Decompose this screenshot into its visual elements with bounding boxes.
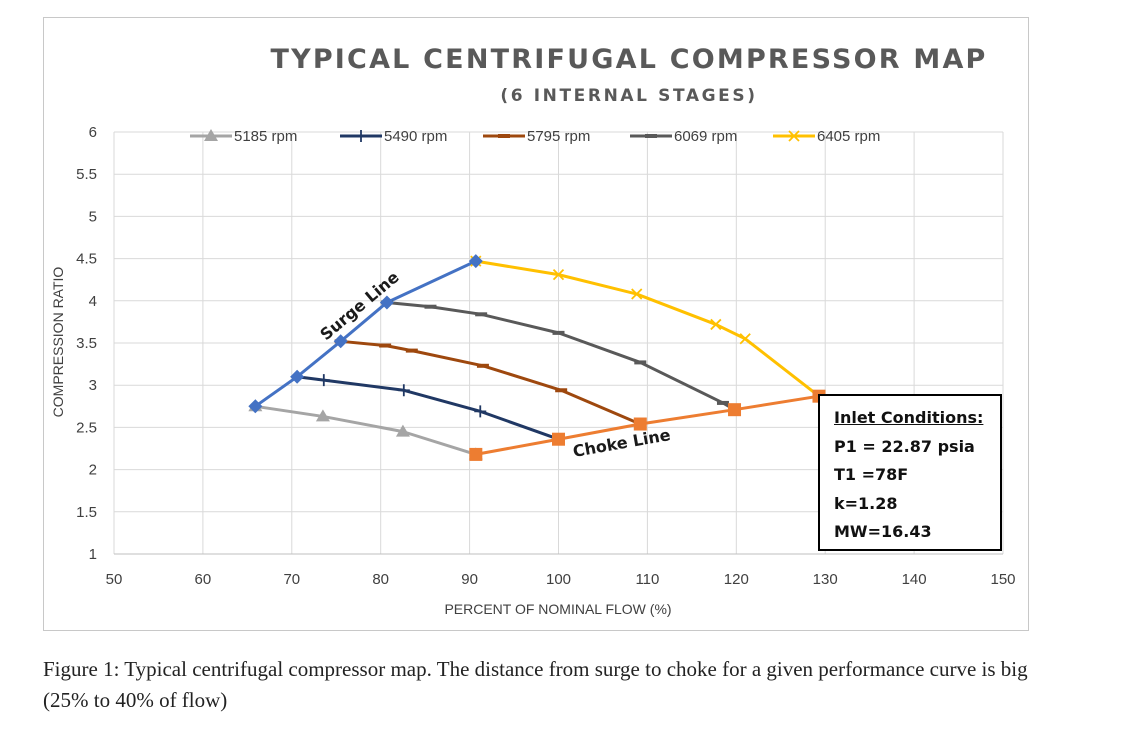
- grid: [113, 131, 1004, 555]
- y-tick-label: 4: [89, 293, 97, 310]
- chart-title: TYPICAL CENTRIFUGAL COMPRESSOR MAP: [270, 44, 987, 75]
- data-point-6405-rpm: [739, 333, 751, 345]
- legend-marker: [355, 130, 367, 142]
- data-point-5185-rpm: [315, 409, 330, 422]
- legend-marker: [204, 129, 218, 141]
- y-tick-label: 4.5: [76, 251, 97, 268]
- y-tick-label: 5: [89, 208, 97, 225]
- surge-point: [468, 254, 483, 269]
- data-point-5185-rpm: [395, 424, 410, 437]
- y-tick-label: 3.5: [76, 335, 97, 352]
- x-tick-label: 50: [106, 571, 123, 588]
- data-point-5490-rpm: [474, 405, 487, 418]
- legend-marker: [788, 130, 800, 142]
- figure-caption: Figure 1: Typical centrifugal compressor…: [43, 657, 1028, 712]
- y-tick-label: 2: [89, 462, 97, 479]
- choke-point: [469, 447, 483, 461]
- y-tick-label: 2.5: [76, 419, 97, 436]
- choke-point: [633, 417, 647, 431]
- series-line-6405-rpm: [474, 259, 821, 398]
- y-tick-label: 3: [89, 377, 97, 394]
- legend-label: 6069 rpm: [674, 128, 737, 145]
- surge-point: [248, 399, 263, 414]
- y-axis-title: COMPRESSION RATIO: [50, 267, 66, 418]
- series-line-5185-rpm: [253, 404, 478, 456]
- inlet-molecular-weight: MW=16.43: [834, 522, 932, 541]
- inlet-temperature: T1 =78F: [834, 465, 909, 484]
- series-layer: [253, 259, 821, 456]
- surge-point: [290, 369, 305, 384]
- data-point-5490-rpm: [317, 374, 330, 387]
- y-tick-label: 5.5: [76, 166, 97, 183]
- data-point-6405-rpm: [552, 268, 565, 281]
- data-point-5490-rpm: [397, 384, 410, 397]
- choke-point: [728, 403, 742, 417]
- data-point-6405-rpm: [631, 288, 643, 300]
- x-tick-label: 120: [724, 571, 749, 588]
- chart-subtitle: (6 INTERNAL STAGES): [500, 86, 757, 106]
- y-tick-label: 1.5: [76, 504, 97, 521]
- x-tick-label: 60: [195, 571, 212, 588]
- series-line-5795-rpm: [339, 339, 642, 426]
- legend-label: 5490 rpm: [384, 128, 447, 145]
- legend: 5185 rpm 5490 rpm 5795 rpm 6069 rpm 6405 rpm: [190, 128, 880, 145]
- choke-point: [552, 432, 565, 446]
- inlet-conditions-box: Inlet Conditions: P1 = 22.87 psia T1 =78…: [818, 394, 1002, 551]
- x-tick-label: 100: [546, 571, 571, 588]
- x-tick-label: 80: [372, 571, 389, 588]
- series-line-5490-rpm: [295, 375, 560, 441]
- x-tick-label: 150: [990, 571, 1015, 588]
- surge-point: [379, 295, 394, 310]
- markers-layer: [248, 254, 826, 461]
- x-axis-title: PERCENT OF NOMINAL FLOW (%): [444, 601, 671, 617]
- x-tick-label: 90: [461, 571, 478, 588]
- data-point-6405-rpm: [710, 318, 722, 331]
- x-tick-label: 140: [902, 571, 927, 588]
- axes: 50 60 70 80 90 100 110 120 130 140 150 1 1.5 2 2.5 3 3.5…: [76, 124, 1015, 588]
- choke-line-label: Choke Line: [571, 425, 672, 461]
- inlet-conditions-heading: Inlet Conditions:: [834, 408, 984, 427]
- x-tick-label: 110: [635, 571, 659, 588]
- inlet-pressure: P1 = 22.87 psia: [834, 436, 975, 456]
- inlet-k-value: k=1.28: [834, 493, 898, 513]
- surge-point: [333, 334, 348, 349]
- x-tick-label: 70: [283, 571, 300, 588]
- legend-label: 5795 rpm: [527, 128, 590, 145]
- legend-label: 5185 rpm: [234, 128, 297, 145]
- legend-label: 6405 rpm: [817, 128, 880, 145]
- y-tick-label: 1: [89, 546, 97, 563]
- y-tick-label: 6: [89, 124, 97, 141]
- x-tick-label: 130: [813, 571, 838, 588]
